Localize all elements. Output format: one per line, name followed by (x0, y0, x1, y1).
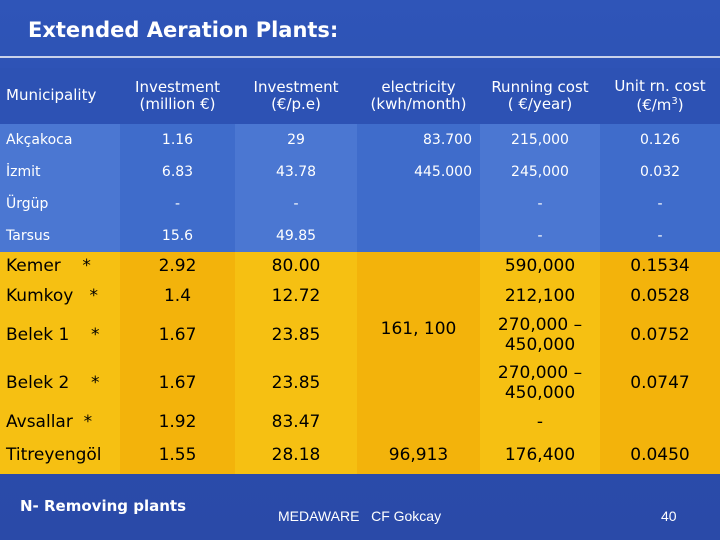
row-running-cost-line1: 270,000 – (497, 315, 583, 336)
row-unit-cost: 0.126 (600, 124, 720, 156)
footer-note: N- Removing plants (20, 497, 186, 515)
header-unit-cost-line1: Unit rn. cost (614, 77, 706, 96)
header-unit-cost-sup: 3 (671, 95, 678, 107)
header-running-cost-line2: ( €/year) (507, 95, 573, 113)
table-row: Titreyengöl 1.55 28.18 96,913 176,400 0.… (0, 438, 720, 474)
header-running-cost-line1: Running cost (491, 77, 589, 96)
row-unit-cost: 0.032 (600, 156, 720, 188)
row-electricity (357, 408, 480, 438)
table-row: Kemer * 2.92 80.00 161, 100 590,000 0.15… (0, 252, 720, 408)
row-unit-cost: 0.0528 (600, 282, 720, 312)
table-row: Avsallar * 1.92 83.47 - (0, 408, 720, 438)
row-unit-cost: 0.1534 (600, 252, 720, 282)
row-municipality: İzmit (0, 156, 120, 188)
row-investment-pe: 23.85 (235, 360, 357, 408)
row-municipality: Titreyengöl (0, 438, 120, 474)
slide-title: Extended Aeration Plants: (28, 18, 339, 42)
header-unit-cost-close: ) (677, 95, 684, 114)
row-investment-million: 1.92 (120, 408, 235, 438)
row-investment-million: 2.92 (120, 252, 235, 282)
row-municipality: Kemer * (0, 252, 120, 282)
row-municipality: Kumkoy * (0, 282, 120, 312)
row-electricity-merged: 161, 100 (357, 252, 480, 408)
row-running-cost: 215,000 (480, 124, 600, 156)
row-investment-million: - (120, 188, 235, 220)
row-running-cost: - (480, 220, 600, 252)
row-investment-pe: 12.72 (235, 282, 357, 312)
row-unit-cost: - (600, 188, 720, 220)
row-unit-cost: - (600, 220, 720, 252)
row-investment-million: 6.83 (120, 156, 235, 188)
row-investment-pe: 83.47 (235, 408, 357, 438)
row-running-cost: 212,100 (480, 282, 600, 312)
row-running-cost: 270,000 – 450,000 (480, 312, 600, 360)
row-municipality: Belek 1 * (0, 312, 120, 360)
row-electricity (357, 188, 480, 220)
row-unit-cost (600, 408, 720, 438)
row-investment-pe: - (235, 188, 357, 220)
aeration-plants-table: Municipality Investment (million €) Inve… (0, 68, 720, 474)
header-investment-million: Investment (million €) (120, 68, 235, 124)
row-investment-million: 1.67 (120, 312, 235, 360)
row-running-cost-line2: 450,000 (504, 335, 576, 355)
row-investment-million: 1.67 (120, 360, 235, 408)
row-electricity: 445.000 (357, 156, 480, 188)
header-investment-pe-line1: Investment (253, 77, 339, 96)
header-row: Municipality Investment (million €) Inve… (0, 68, 720, 124)
table-row: Belek 2 * 1.67 23.85 270,000 – 450,000 0… (0, 360, 720, 408)
row-investment-million: 1.4 (120, 282, 235, 312)
row-running-cost: 590,000 (480, 252, 600, 282)
row-investment-pe: 43.78 (235, 156, 357, 188)
header-unit-cost-line2: (€/m3) (600, 96, 720, 114)
row-municipality: Tarsus (0, 220, 120, 252)
row-unit-cost: 0.0450 (600, 438, 720, 474)
row-investment-pe: 28.18 (235, 438, 357, 474)
row-unit-cost: 0.0747 (600, 360, 720, 408)
table-row: Ürgüp - - - - (0, 188, 720, 220)
title-divider (0, 56, 720, 58)
row-municipality: Avsallar * (0, 408, 120, 438)
row-electricity (357, 220, 480, 252)
page-number: 40 (661, 508, 677, 524)
table-row: İzmit 6.83 43.78 445.000 245,000 0.032 (0, 156, 720, 188)
row-investment-million: 15.6 (120, 220, 235, 252)
header-investment-pe-line2: (€/p.e) (271, 95, 321, 113)
footer-author: MEDAWARE CF Gokcay (278, 508, 442, 524)
table-row: Akçakoca 1.16 29 83.700 215,000 0.126 (0, 124, 720, 156)
header-investment-pe: Investment (€/p.e) (235, 68, 357, 124)
header-investment-million-line2: (million €) (139, 95, 216, 113)
row-electricity: 96,913 (357, 438, 480, 474)
header-municipality: Municipality (0, 68, 120, 124)
header-electricity-line2: (kwh/month) (370, 95, 467, 113)
row-municipality: Ürgüp (0, 188, 120, 220)
row-investment-million: 1.16 (120, 124, 235, 156)
header-electricity: electricity (kwh/month) (357, 68, 480, 124)
table-row: Kumkoy * 1.4 12.72 212,100 0.0528 (0, 282, 720, 312)
row-running-cost: - (480, 408, 600, 438)
row-investment-pe: 80.00 (235, 252, 357, 282)
row-running-cost-line2: 450,000 (504, 383, 576, 403)
row-running-cost: - (480, 188, 600, 220)
row-municipality: Akçakoca (0, 124, 120, 156)
row-running-cost: 176,400 (480, 438, 600, 474)
row-investment-million: 1.55 (120, 438, 235, 474)
row-investment-pe: 29 (235, 124, 357, 156)
row-electricity: 83.700 (357, 124, 480, 156)
row-investment-pe: 23.85 (235, 312, 357, 360)
header-unit-cost-unit: (€/m (636, 95, 672, 114)
row-running-cost: 270,000 – 450,000 (480, 360, 600, 408)
row-running-cost: 245,000 (480, 156, 600, 188)
header-electricity-line1: electricity (381, 77, 456, 96)
row-running-cost-line1: 270,000 – (497, 363, 583, 384)
table-row: Belek 1 * 1.67 23.85 270,000 – 450,000 0… (0, 312, 720, 360)
header-investment-million-line1: Investment (135, 77, 220, 96)
row-municipality: Belek 2 * (0, 360, 120, 408)
row-investment-pe: 49.85 (235, 220, 357, 252)
row-unit-cost: 0.0752 (600, 312, 720, 360)
table-row: Tarsus 15.6 49.85 - - (0, 220, 720, 252)
header-unit-cost: Unit rn. cost (€/m3) (600, 68, 720, 124)
header-running-cost: Running cost ( €/year) (480, 68, 600, 124)
